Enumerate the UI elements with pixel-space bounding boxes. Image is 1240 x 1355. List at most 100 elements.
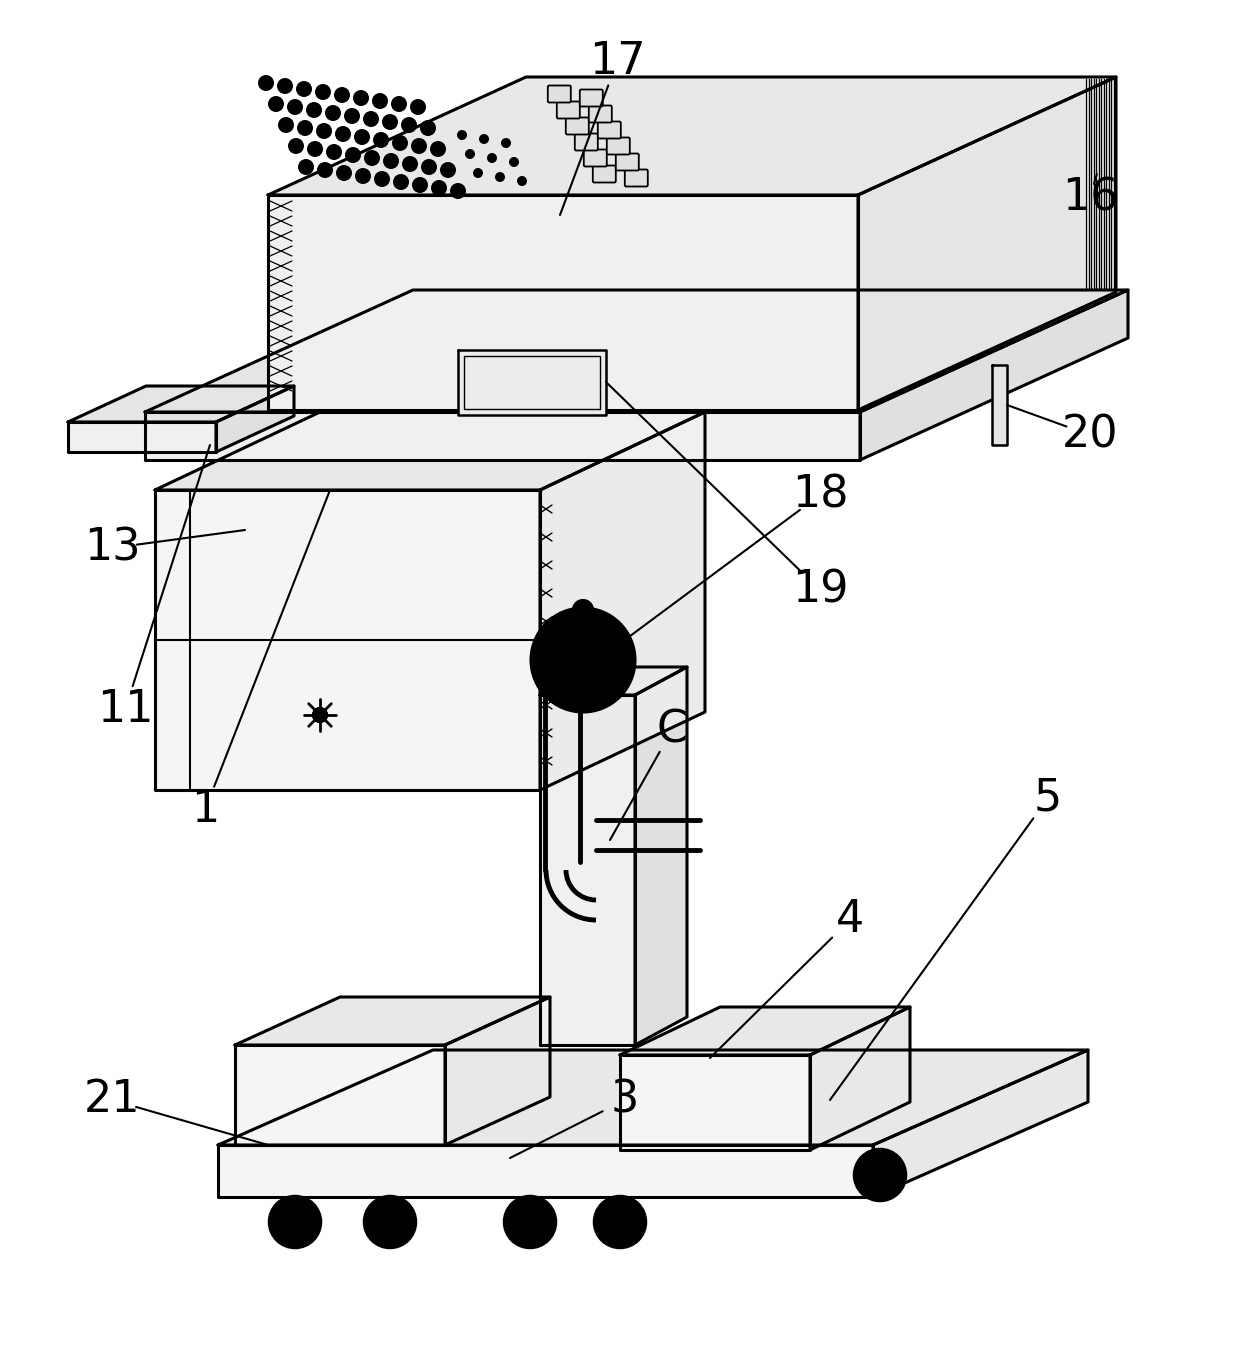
Polygon shape xyxy=(992,364,1007,444)
Circle shape xyxy=(487,153,497,163)
Polygon shape xyxy=(539,695,635,1045)
Circle shape xyxy=(594,1196,646,1248)
Polygon shape xyxy=(155,412,706,491)
Polygon shape xyxy=(810,1007,910,1150)
Circle shape xyxy=(365,150,379,167)
Circle shape xyxy=(306,102,322,118)
FancyBboxPatch shape xyxy=(625,169,647,187)
Circle shape xyxy=(372,93,388,108)
Circle shape xyxy=(365,1196,415,1248)
Circle shape xyxy=(401,117,417,133)
Polygon shape xyxy=(635,667,687,1045)
Circle shape xyxy=(430,141,446,157)
FancyBboxPatch shape xyxy=(593,165,616,183)
Polygon shape xyxy=(620,1056,810,1150)
Polygon shape xyxy=(268,77,1116,195)
Circle shape xyxy=(465,149,475,159)
Circle shape xyxy=(517,176,527,186)
FancyBboxPatch shape xyxy=(557,102,580,118)
Circle shape xyxy=(308,141,322,157)
Circle shape xyxy=(422,159,436,175)
FancyBboxPatch shape xyxy=(575,134,598,150)
Text: 21: 21 xyxy=(83,1079,140,1122)
Circle shape xyxy=(391,96,407,112)
Circle shape xyxy=(374,171,391,187)
FancyBboxPatch shape xyxy=(606,137,630,154)
FancyBboxPatch shape xyxy=(548,85,570,103)
Polygon shape xyxy=(873,1050,1087,1196)
Circle shape xyxy=(353,89,370,106)
Circle shape xyxy=(410,99,427,115)
Text: 13: 13 xyxy=(83,527,140,569)
Text: 16: 16 xyxy=(1061,176,1118,220)
Circle shape xyxy=(316,123,332,140)
Circle shape xyxy=(501,138,511,148)
Circle shape xyxy=(336,165,352,182)
Text: 3: 3 xyxy=(611,1079,639,1122)
Polygon shape xyxy=(620,1007,910,1056)
FancyBboxPatch shape xyxy=(584,149,606,167)
Text: 19: 19 xyxy=(792,569,848,611)
Circle shape xyxy=(315,84,331,100)
Circle shape xyxy=(479,134,489,144)
Circle shape xyxy=(278,117,294,133)
Polygon shape xyxy=(68,421,216,453)
Circle shape xyxy=(450,183,466,199)
Circle shape xyxy=(412,178,428,192)
Circle shape xyxy=(258,75,274,91)
Polygon shape xyxy=(216,386,294,453)
Circle shape xyxy=(343,108,360,125)
Circle shape xyxy=(312,709,327,722)
Polygon shape xyxy=(145,412,861,459)
Circle shape xyxy=(288,138,304,154)
Circle shape xyxy=(508,157,520,167)
Circle shape xyxy=(410,138,427,154)
Circle shape xyxy=(393,173,409,190)
Text: C: C xyxy=(656,709,687,752)
Circle shape xyxy=(383,153,399,169)
Circle shape xyxy=(335,126,351,142)
Circle shape xyxy=(420,121,436,136)
Polygon shape xyxy=(145,290,1128,412)
Text: 4: 4 xyxy=(836,898,864,942)
Polygon shape xyxy=(236,997,551,1045)
Circle shape xyxy=(268,96,284,112)
Circle shape xyxy=(286,99,303,115)
Circle shape xyxy=(326,144,342,160)
Circle shape xyxy=(382,114,398,130)
Text: 1: 1 xyxy=(191,789,219,832)
Circle shape xyxy=(296,81,312,98)
Circle shape xyxy=(363,111,379,127)
Circle shape xyxy=(531,608,635,711)
Circle shape xyxy=(503,1196,556,1248)
Polygon shape xyxy=(539,667,687,695)
Polygon shape xyxy=(218,1145,873,1196)
Text: 5: 5 xyxy=(1034,776,1063,820)
Circle shape xyxy=(334,87,350,103)
Text: 17: 17 xyxy=(589,41,645,84)
FancyBboxPatch shape xyxy=(589,106,611,122)
Circle shape xyxy=(402,156,418,172)
Circle shape xyxy=(472,168,484,178)
Circle shape xyxy=(573,600,593,621)
Polygon shape xyxy=(218,1050,1087,1145)
Circle shape xyxy=(355,168,371,184)
Polygon shape xyxy=(458,350,606,415)
Text: 11: 11 xyxy=(97,688,154,732)
FancyBboxPatch shape xyxy=(565,118,589,134)
Polygon shape xyxy=(155,491,539,790)
Polygon shape xyxy=(539,412,706,790)
Circle shape xyxy=(277,79,293,93)
FancyBboxPatch shape xyxy=(598,122,621,138)
Polygon shape xyxy=(858,77,1116,411)
Circle shape xyxy=(317,163,334,178)
Circle shape xyxy=(392,136,408,150)
Circle shape xyxy=(373,131,389,148)
Polygon shape xyxy=(268,195,858,411)
Text: 20: 20 xyxy=(1061,413,1118,457)
FancyBboxPatch shape xyxy=(616,153,639,171)
Circle shape xyxy=(432,180,446,196)
Polygon shape xyxy=(236,1045,445,1145)
Polygon shape xyxy=(68,386,294,421)
Circle shape xyxy=(353,129,370,145)
